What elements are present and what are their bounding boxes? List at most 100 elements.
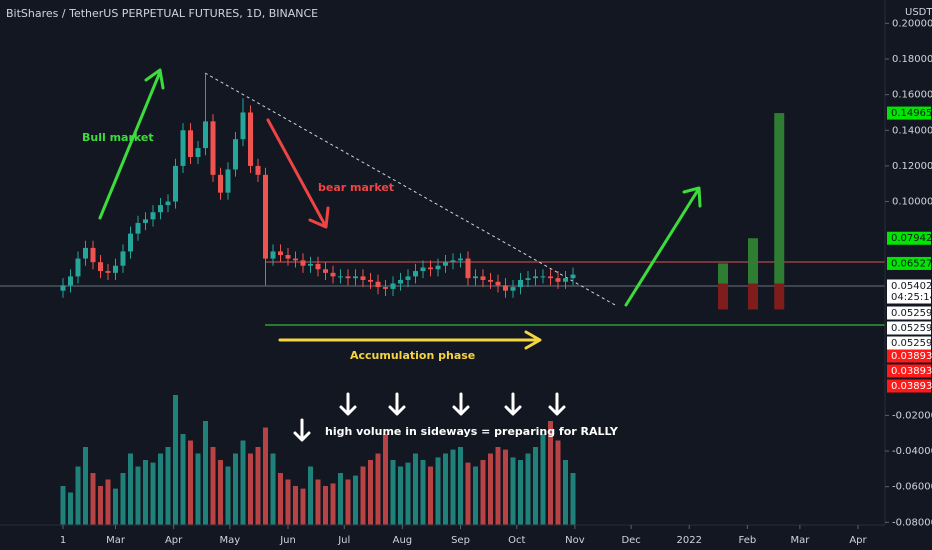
price-tag-label: 0.05259 bbox=[891, 338, 932, 349]
candle-body bbox=[150, 212, 156, 220]
candle-body bbox=[488, 279, 493, 282]
volume-label: high volume in sideways = preparing for … bbox=[325, 425, 619, 438]
y-tick-label: 0.10000 bbox=[892, 197, 932, 208]
candle-body bbox=[548, 276, 553, 279]
volume-bar bbox=[285, 479, 291, 525]
x-tick-label: Sep bbox=[451, 535, 470, 546]
y-tick-label: -0.06000 bbox=[892, 482, 932, 493]
volume-bar bbox=[90, 473, 96, 525]
volume-bar bbox=[548, 421, 553, 525]
volume-bar bbox=[458, 447, 463, 525]
volume-bar bbox=[98, 486, 103, 525]
x-tick-label: Dec bbox=[621, 535, 640, 546]
candle-body bbox=[143, 219, 148, 223]
bear-arrow bbox=[266, 118, 330, 229]
volume-bar bbox=[315, 479, 321, 525]
volume-bar bbox=[105, 479, 111, 525]
candle-body bbox=[113, 265, 118, 273]
volume-bar bbox=[83, 447, 88, 525]
candle-body bbox=[203, 121, 208, 149]
candle-body bbox=[368, 279, 373, 282]
volume-bar bbox=[263, 427, 268, 525]
projection-down bbox=[748, 283, 758, 310]
candle-body bbox=[128, 233, 133, 252]
accumulation-label: Accumulation phase bbox=[350, 349, 475, 362]
y-tick-label: 0.16000 bbox=[892, 90, 932, 101]
candle-body bbox=[458, 258, 463, 261]
candle-body bbox=[263, 174, 268, 259]
candle-body bbox=[383, 287, 388, 289]
candle-body bbox=[173, 165, 178, 202]
price-tag-label: 0.05259 bbox=[891, 308, 932, 319]
projection-up bbox=[718, 263, 728, 284]
volume-bar bbox=[233, 453, 238, 525]
volume-bar bbox=[135, 466, 141, 525]
candle-body bbox=[540, 276, 546, 278]
price-tag bbox=[887, 349, 931, 363]
candle-body bbox=[60, 285, 66, 291]
candle-body bbox=[210, 121, 216, 175]
candle-body bbox=[120, 251, 126, 266]
candle-body bbox=[555, 278, 561, 282]
volume-bar bbox=[360, 466, 366, 525]
candle-body bbox=[510, 287, 516, 291]
price-tag bbox=[887, 231, 931, 245]
volume-bar bbox=[503, 449, 508, 525]
volume-bar bbox=[293, 486, 298, 525]
candle-body bbox=[413, 271, 418, 277]
volume-bar bbox=[165, 447, 171, 525]
price-tag bbox=[887, 364, 931, 378]
candle-body bbox=[165, 201, 171, 206]
y-tick-label: 0.18000 bbox=[892, 54, 932, 65]
series bbox=[60, 73, 785, 525]
volume-bar bbox=[555, 440, 561, 525]
volume-bar bbox=[203, 421, 208, 525]
price-tag bbox=[887, 336, 931, 350]
volume-bar bbox=[180, 434, 186, 525]
volume-bar bbox=[323, 486, 328, 525]
arrows bbox=[98, 68, 702, 442]
accumulation-arrow bbox=[278, 330, 542, 350]
volume-bar bbox=[390, 460, 396, 525]
projection-up bbox=[748, 238, 758, 284]
candle-body bbox=[570, 274, 576, 279]
volume-bar bbox=[225, 466, 231, 525]
projection-down bbox=[718, 283, 728, 310]
candle-body bbox=[315, 263, 321, 270]
candle-body bbox=[420, 267, 426, 272]
volume-bar bbox=[465, 462, 471, 525]
volume-bar bbox=[173, 395, 178, 525]
y-tick-label: -0.08000 bbox=[892, 517, 932, 528]
x-tick-label: Oct bbox=[508, 535, 525, 546]
volume-bar bbox=[308, 466, 313, 525]
x-tick-label: 1 bbox=[60, 535, 66, 546]
price-tag-label: 0.03893 bbox=[891, 381, 932, 392]
volume-bar bbox=[255, 447, 261, 525]
volume-bar bbox=[218, 460, 223, 525]
price-tag-label: 0.14965 bbox=[891, 108, 932, 119]
volume-bar bbox=[270, 453, 276, 525]
volume-bar bbox=[150, 462, 156, 525]
candle-body bbox=[563, 278, 568, 282]
candle-body bbox=[135, 222, 141, 234]
y-tick-label: 0.12000 bbox=[892, 161, 932, 172]
volume-bar bbox=[525, 453, 531, 525]
candle-body bbox=[83, 247, 88, 259]
volume-bar bbox=[248, 453, 253, 525]
x-tick-label: May bbox=[220, 535, 241, 546]
price-tag bbox=[887, 306, 931, 320]
price-tag bbox=[887, 106, 931, 120]
x-tick-label: Mar bbox=[106, 535, 126, 546]
volume-bar bbox=[450, 449, 456, 525]
candle-body bbox=[270, 251, 276, 259]
candle-body bbox=[338, 276, 343, 278]
unit-label: USDT bbox=[905, 7, 932, 18]
candle-body bbox=[503, 285, 508, 291]
candle-body bbox=[188, 130, 193, 158]
volume-bar bbox=[518, 460, 523, 525]
volume-bar bbox=[473, 466, 478, 525]
candle-body bbox=[285, 255, 291, 259]
volume-bar bbox=[480, 460, 486, 525]
candle-body bbox=[435, 265, 441, 270]
